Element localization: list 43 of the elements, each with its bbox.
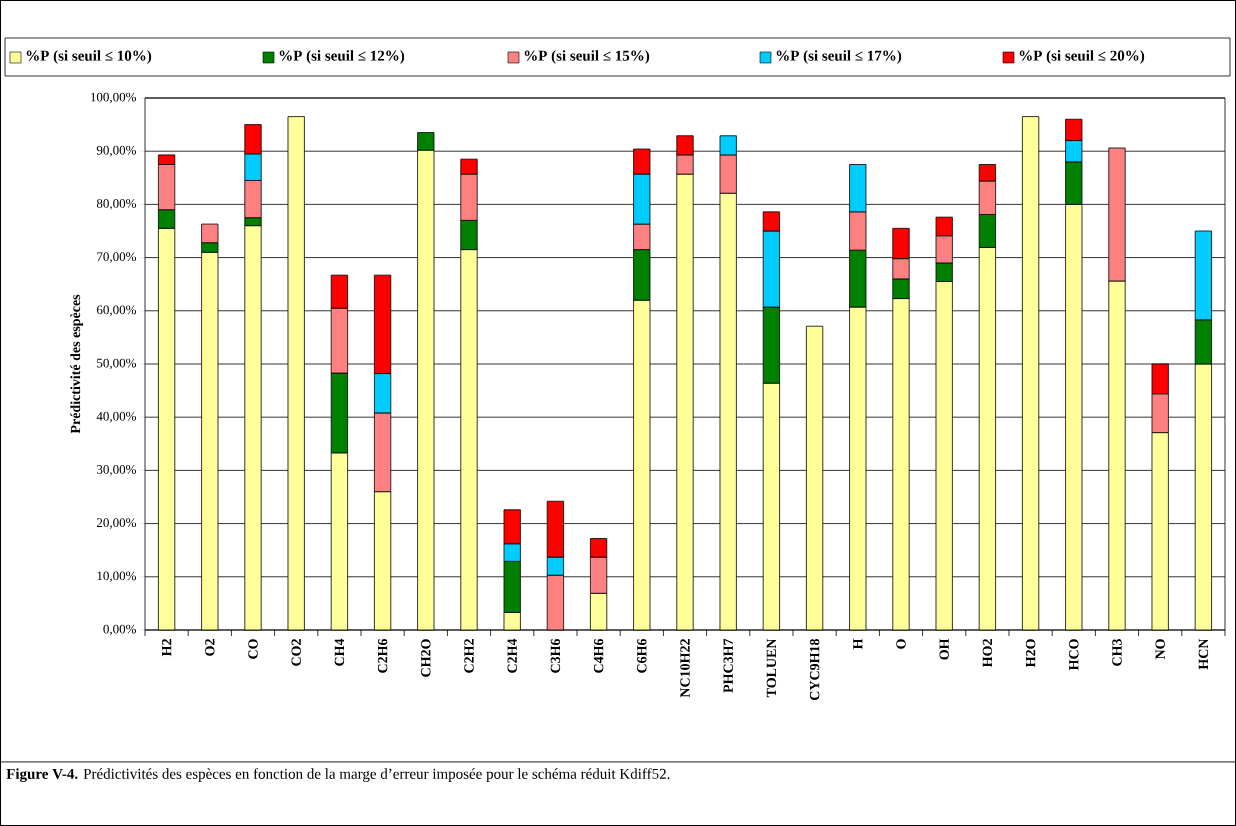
x-tick-label: H2O xyxy=(1025,639,1036,668)
x-tick-label: NC10H22 xyxy=(680,639,690,698)
legend-label: %P (si seuil ≤ 10%) xyxy=(26,50,152,64)
y-tick-label: 80,00% xyxy=(96,199,137,210)
x-tick-label: C2H4 xyxy=(507,638,517,673)
x-tick-label: OH xyxy=(939,638,949,660)
y-tick-label: 70,00% xyxy=(97,252,137,263)
legend-label: %P (si seuil ≤ 17%) xyxy=(776,50,902,64)
x-tick-label: PHC3H7 xyxy=(723,638,733,693)
x-tick-label: C2H2 xyxy=(464,639,474,673)
x-tick-label: CYC9H18 xyxy=(809,638,820,701)
x-tick-label: HO2 xyxy=(982,639,993,668)
legend-label: %P (si seuil ≤ 12%) xyxy=(279,50,405,64)
x-tick-label: CH4 xyxy=(334,638,345,666)
legend-label: %P (si seuil ≤ 20%) xyxy=(1019,50,1145,64)
y-tick-label: 60,00% xyxy=(96,305,137,317)
x-tick-label: TOLUEN xyxy=(766,638,777,698)
x-tick-label: CO2 xyxy=(291,639,301,666)
x-tick-label: CO xyxy=(248,639,258,659)
x-tick-label: C4H6 xyxy=(593,638,604,673)
x-tick-label: O2 xyxy=(205,639,215,656)
x-tick-label: CH3 xyxy=(1112,638,1122,666)
y-tick-label: 10,00% xyxy=(97,571,137,583)
text: Figure V-4. Prédictivités des espèces en fonction de la marge d’erreur imposée pour le schéma réduit Kdiff52. xyxy=(6,768,670,783)
x-tick-label: C2H6 xyxy=(377,638,388,673)
y-tick-label: 100,00% xyxy=(91,92,137,104)
y-tick-label: 50,00% xyxy=(97,358,137,370)
y-tick-label: 90,00% xyxy=(96,145,137,157)
y-tick-label: 30,00% xyxy=(97,465,137,476)
x-tick-label: C6H6 xyxy=(637,638,647,673)
x-tick-label: HCN xyxy=(1198,638,1209,670)
x-tick-label: H xyxy=(853,638,863,650)
y-tick-label: 0,00% xyxy=(103,624,137,636)
x-tick-label: HCO xyxy=(1069,639,1079,671)
y-axis-title: Prédictivité des espèces xyxy=(70,294,84,434)
x-tick-label: O xyxy=(896,639,906,649)
y-tick-label: 40,00% xyxy=(96,411,137,423)
y-tick-label: 20,00% xyxy=(96,518,137,529)
x-tick-label: H2 xyxy=(161,639,172,657)
x-tick-label: CH2O xyxy=(421,639,431,677)
x-tick-label: NO xyxy=(1155,639,1165,660)
x-tick-label: C3H6 xyxy=(550,638,561,673)
legend-label: %P (si seuil ≤ 15%) xyxy=(524,50,650,64)
